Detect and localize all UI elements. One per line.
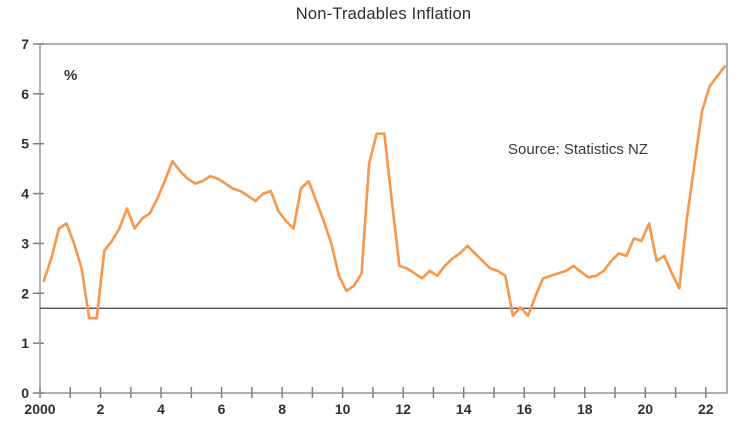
y-axis-tick-label: 1 — [21, 335, 29, 351]
y-axis-tick-label: 7 — [21, 36, 29, 52]
chart-title: Non-Tradables Inflation — [295, 5, 472, 23]
y-axis-tick-label: 4 — [21, 186, 29, 202]
x-axis-tick-label: 6 — [218, 401, 226, 417]
x-axis-tick-label: 8 — [278, 401, 286, 417]
x-axis-tick-label: 18 — [577, 401, 593, 417]
x-axis-tick-label: 22 — [698, 401, 714, 417]
y-axis-tick-label: 0 — [21, 385, 29, 401]
source-note: Source: Statistics NZ — [508, 141, 649, 158]
y-axis-tick-label: 2 — [21, 285, 29, 301]
x-axis-tick-label: 20 — [637, 401, 653, 417]
y-axis-unit-label: % — [64, 67, 78, 84]
x-axis-tick-label: 14 — [456, 401, 472, 417]
y-axis-tick-label: 6 — [21, 86, 29, 102]
y-axis-tick-label: 5 — [21, 136, 29, 152]
inflation-line — [42, 65, 727, 320]
x-axis-tick-label: 2000 — [24, 401, 55, 417]
x-axis-tick-label: 10 — [335, 401, 351, 417]
x-axis-tick-label: 16 — [516, 401, 532, 417]
x-axis-tick-label: 4 — [157, 401, 165, 417]
plot-frame — [39, 43, 728, 394]
y-axis-tick-label: 3 — [21, 235, 29, 251]
x-axis-tick-label: 2 — [97, 401, 105, 417]
x-axis-tick-label: 12 — [395, 401, 411, 417]
